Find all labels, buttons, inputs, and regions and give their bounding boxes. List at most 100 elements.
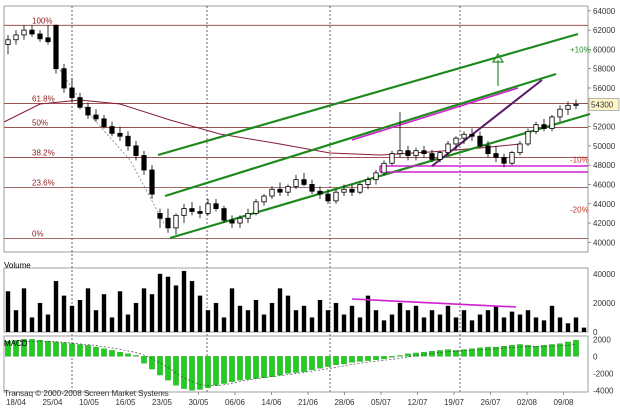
volume-bar [133, 302, 139, 332]
volume-bar [13, 310, 19, 332]
x-tick-label: 21/06 [298, 398, 319, 407]
volume-bar [93, 310, 99, 332]
x-axis: 18/04 25/04 10/05 16/05 23/05 30/05 06/06 14/06… [6, 392, 574, 407]
fib-level-label: 0% [32, 229, 44, 238]
volume-bar [117, 291, 123, 332]
volume-bar [357, 317, 363, 332]
volume-bar [437, 314, 443, 332]
macd-bar [341, 356, 347, 365]
candle-body [157, 213, 163, 219]
volume-bar [293, 310, 299, 332]
volume-bar [85, 288, 91, 332]
macd-bar [309, 356, 315, 371]
price-panel: 4000042000440004600048000500005200054000… [3, 5, 620, 392]
candle-body [485, 145, 491, 155]
price-y-tick-label: 46000 [593, 180, 616, 189]
volume-bar [253, 300, 259, 332]
macd-bar [61, 342, 67, 357]
fib-level-label: 23.6% [32, 178, 55, 187]
macd-bar [525, 345, 531, 357]
candle-body [21, 29, 27, 36]
volume-bar [157, 273, 163, 332]
macd-bar [533, 346, 539, 357]
macd-bar [325, 356, 331, 367]
macd-bar [477, 347, 483, 357]
volume-bar [541, 320, 547, 332]
candle-body [413, 150, 419, 156]
candle-body [357, 184, 363, 193]
candle-body [221, 208, 227, 221]
candle-body [573, 104, 579, 106]
volume-bar [581, 327, 587, 332]
macd-bar [317, 356, 323, 369]
volume-bar [173, 285, 179, 332]
candle-body [53, 24, 59, 70]
macd-bar [173, 356, 179, 386]
volume-panel: 0 20000 40000 [3, 267, 616, 337]
volume-y-tick-label: 20000 [593, 299, 616, 308]
volume-bar [453, 317, 459, 332]
x-tick-label: 12/07 [407, 398, 428, 407]
volume-bar [189, 281, 195, 332]
macd-bar [365, 356, 371, 361]
macd-bar [509, 345, 515, 357]
candle-body [277, 188, 283, 193]
macd-bar [405, 353, 411, 357]
candle-body [437, 152, 443, 160]
candle-body [229, 219, 235, 224]
candle-body [341, 188, 347, 193]
price-y-tick-label: 62000 [593, 26, 616, 35]
macd-bar [77, 344, 83, 357]
macd-bar [541, 345, 547, 357]
macd-bar [373, 356, 379, 360]
volume-bar [45, 314, 51, 332]
macd-bar [437, 350, 443, 357]
volume-bar [101, 294, 107, 332]
candle-body [245, 213, 251, 219]
macd-bar [285, 356, 291, 374]
macd-bar [69, 343, 75, 357]
macd-y-tick-label: -2000 [593, 369, 614, 378]
macd-bar [245, 356, 251, 380]
candle-body [237, 217, 243, 224]
macd-bar [277, 356, 283, 376]
volume-bar [109, 317, 115, 332]
candle-body [325, 193, 331, 202]
x-tick-label: 23/05 [152, 398, 173, 407]
candle-body [421, 150, 427, 155]
candle-body [549, 116, 555, 129]
macd-bar [85, 345, 91, 357]
macd-bar [181, 356, 187, 389]
volume-bar [349, 305, 355, 332]
price-y-tick-label: 42000 [593, 219, 616, 228]
candle-body [453, 137, 459, 145]
candle-body [213, 203, 219, 209]
candle-body [309, 184, 315, 192]
macd-bar [549, 344, 555, 357]
candle-body [285, 185, 291, 193]
macd-bar [165, 356, 171, 381]
last-price-box [588, 98, 620, 111]
candle-body [333, 191, 339, 202]
fib-level-label: 100% [32, 16, 52, 25]
macd-bar [117, 351, 123, 357]
macd-bar [517, 344, 523, 357]
volume-bar [261, 314, 267, 332]
volume-bar [237, 305, 243, 332]
candle-body [317, 190, 323, 195]
volume-bar [517, 314, 523, 332]
x-tick-label: 02/08 [517, 398, 538, 407]
macd-bar [149, 356, 155, 370]
x-tick-label: 18/04 [6, 398, 27, 407]
volume-bar [413, 305, 419, 332]
macd-bar [229, 356, 235, 382]
candle-body [525, 131, 531, 145]
macd-bar [213, 356, 219, 386]
x-tick-label: 10/05 [79, 398, 100, 407]
macd-bar [133, 355, 139, 357]
volume-bar [485, 310, 491, 332]
x-tick-label: 28/06 [334, 398, 355, 407]
moving-average-line [3, 99, 521, 156]
macd-bar [573, 340, 579, 357]
